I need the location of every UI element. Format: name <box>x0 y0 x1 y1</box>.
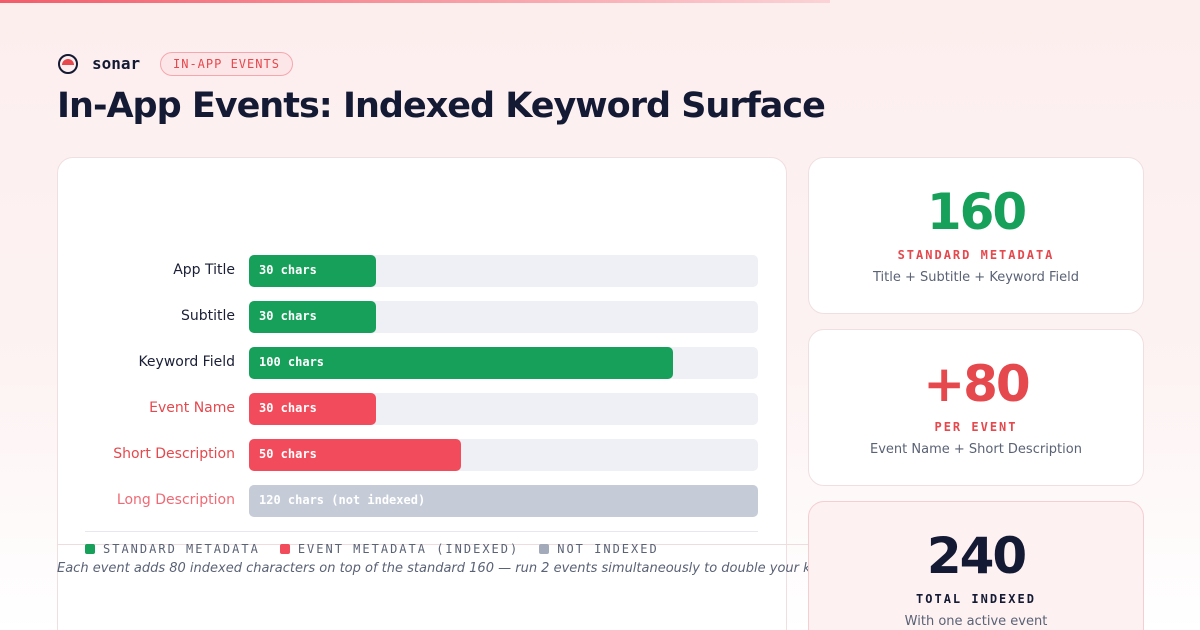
stat-value: 240 <box>926 527 1027 585</box>
footnote: Each event adds 80 indexed characters on… <box>57 561 915 576</box>
bar <box>249 439 462 471</box>
value-label: 30 chars <box>259 401 317 415</box>
category-label: Event Name <box>149 400 235 416</box>
stat-detail: Event Name + Short Description <box>870 442 1082 457</box>
category-label: Subtitle <box>180 308 235 324</box>
value-label: 120 chars (not indexed) <box>259 493 426 507</box>
stat-label: STANDARD METADATA <box>897 248 1055 262</box>
bar <box>249 347 674 379</box>
legend-item: STANDARD METADATA <box>85 542 260 556</box>
value-label: 30 chars <box>259 263 317 277</box>
legend-label: NOT INDEXED <box>557 542 659 556</box>
bar <box>249 255 377 287</box>
legend: STANDARD METADATA EVENT METADATA (INDEXED… <box>85 542 659 556</box>
category-label: Long Description <box>116 492 235 508</box>
stat-detail: Title + Subtitle + Keyword Field <box>873 270 1079 285</box>
divider <box>57 544 1143 545</box>
page-title: In-App Events: Indexed Keyword Surface <box>57 86 826 126</box>
stat-card: +80 PER EVENT Event Name + Short Descripti… <box>808 329 1144 486</box>
logo <box>58 54 78 74</box>
category-label: Keyword Field <box>138 354 235 370</box>
value-label: 30 chars <box>259 309 317 323</box>
bar <box>249 393 377 425</box>
legend-item: NOT INDEXED <box>539 542 658 556</box>
legend-label: EVENT METADATA (INDEXED) <box>297 542 520 556</box>
stat-label: PER EVENT <box>934 420 1018 434</box>
bar <box>249 301 377 333</box>
brand: sonar <box>92 54 141 73</box>
legend-label: STANDARD METADATA <box>103 542 260 556</box>
stat-card: 160 STANDARD METADATA Title + Subtitle + K… <box>808 157 1144 314</box>
value-label: 50 chars <box>259 447 317 461</box>
stat-card: 240 TOTAL INDEXED With one active event <box>808 501 1144 630</box>
stat-value: 160 <box>926 183 1027 241</box>
legend-swatch <box>85 544 95 554</box>
legend-swatch <box>539 544 550 554</box>
top-accent <box>0 0 830 3</box>
badge: IN-APP EVENTS <box>160 52 293 76</box>
category-label: App Title <box>173 262 235 278</box>
legend-divider <box>85 531 758 532</box>
stat-detail: With one active event <box>904 614 1048 629</box>
category-label: Short Description <box>113 446 235 462</box>
stat-value: +80 <box>923 355 1030 413</box>
stat-label: TOTAL INDEXED <box>916 592 1036 606</box>
legend-swatch <box>279 544 290 554</box>
value-label: 100 chars <box>259 355 325 369</box>
legend-item: EVENT METADATA (INDEXED) <box>279 542 520 556</box>
bar <box>249 485 758 517</box>
